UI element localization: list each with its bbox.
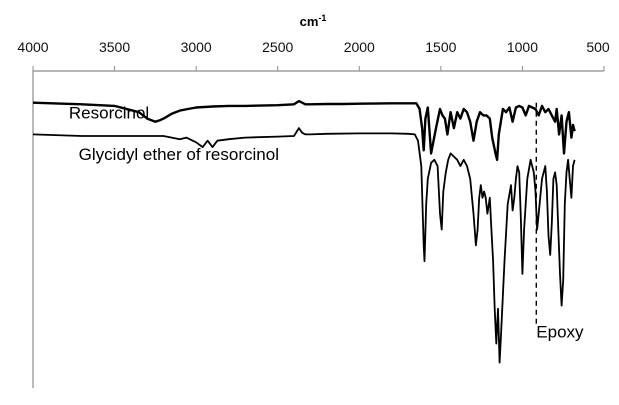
x-tick-label: 2000 — [344, 39, 375, 55]
x-tick-label: 1500 — [425, 39, 456, 55]
epoxy-label: Epoxy — [536, 322, 584, 341]
x-tick-labels: 4000 3500 3000 2500 2000 1500 1000 500 — [17, 39, 609, 55]
x-tick-marks — [32, 66, 605, 71]
annotation-layer: Resorcinol Glycidyl ether of resorcinol Ep… — [69, 102, 584, 341]
x-tick-label: 4000 — [17, 39, 48, 55]
x-tick-label: 500 — [586, 39, 610, 55]
x-tick-label: 3000 — [181, 39, 212, 55]
x-axis-title: cm-1 — [300, 13, 327, 29]
resorcinol-label: Resorcinol — [69, 104, 149, 123]
series-line-resorcinol — [32, 99, 576, 162]
x-tick-label: 2500 — [262, 39, 293, 55]
glycidyl-ether-label: Glycidyl ether of resorcinol — [79, 145, 279, 164]
x-tick-label: 3500 — [99, 39, 130, 55]
series-line-glycidyl-ether — [32, 127, 576, 364]
series-layer — [32, 99, 576, 364]
x-tick-label: 1000 — [507, 39, 538, 55]
